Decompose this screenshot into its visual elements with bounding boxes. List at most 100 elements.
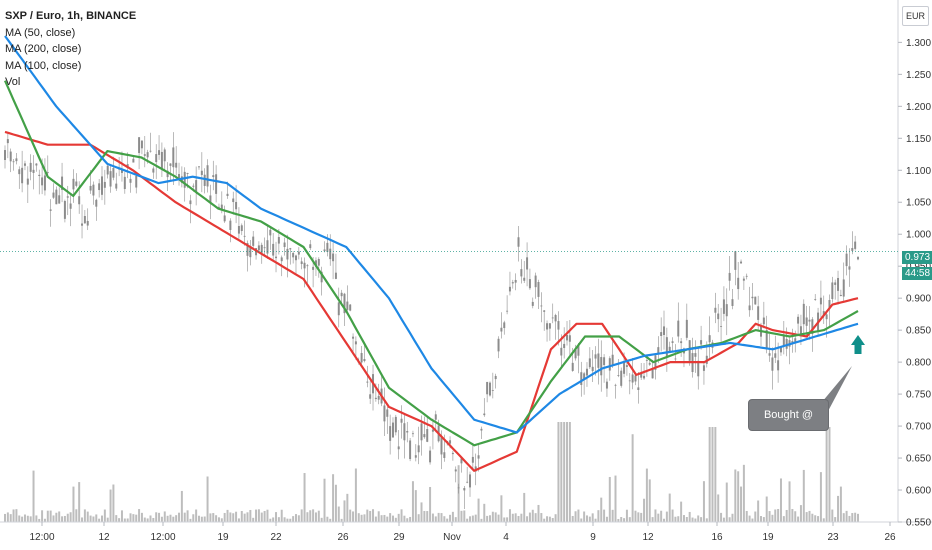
symbol-title[interactable]: SXP / Euro, 1h, BINANCE [5, 10, 137, 22]
volume-bar [423, 510, 426, 522]
candle-body [548, 323, 551, 329]
volume-bar [551, 518, 554, 522]
candle-body [283, 242, 286, 248]
candle-body [694, 353, 697, 357]
candle-body [745, 275, 748, 277]
candle-body [306, 265, 309, 267]
candle-body [389, 426, 392, 441]
candle-body [400, 418, 403, 423]
candle-body [246, 243, 249, 256]
volume-bar [634, 510, 637, 522]
volume-bar [603, 509, 606, 522]
volume-bar [263, 510, 266, 522]
candle-body [640, 373, 643, 378]
volume-bar [41, 510, 44, 522]
volume-bar [831, 509, 834, 522]
volume-bar [663, 518, 666, 522]
volume-bar [451, 511, 454, 522]
candle-body [714, 307, 717, 313]
volume-bar [363, 514, 366, 522]
indicator-volume[interactable]: Vol [5, 76, 21, 88]
currency-button[interactable]: EUR [902, 6, 929, 26]
y-tick-label: 1.200 [906, 102, 931, 113]
candle-body [654, 355, 657, 370]
candle-body [320, 271, 323, 283]
indicator-ma200[interactable]: MA (200, close) [5, 43, 82, 55]
volume-bar [600, 497, 603, 522]
candle-body [249, 245, 252, 258]
volume-bar [566, 422, 569, 522]
candle-body [143, 154, 146, 156]
candle-body [95, 199, 98, 207]
volume-bar [731, 513, 734, 522]
candle-body [332, 253, 335, 262]
candle-body [163, 149, 166, 162]
volume-bar [768, 511, 771, 522]
candle-body [300, 261, 303, 265]
volume-bar [443, 516, 446, 522]
volume-bar [577, 509, 580, 522]
candle-body [463, 488, 466, 491]
volume-bar [95, 514, 98, 522]
volume-bar [292, 516, 295, 522]
candle-body [491, 390, 494, 391]
bought-callout[interactable]: Bought @ $0.96 [748, 399, 829, 451]
volume-bar [828, 427, 831, 522]
candle-body [172, 147, 175, 168]
x-tick-label: 12:00 [150, 532, 175, 543]
indicator-ma50[interactable]: MA (50, close) [5, 26, 76, 39]
volume-bar [374, 516, 377, 522]
candle-body [831, 282, 834, 300]
candle-body [497, 338, 500, 352]
volume-bar [446, 518, 449, 522]
volume-bar [155, 512, 158, 522]
candle-body [768, 353, 771, 356]
volume-bar [834, 517, 837, 522]
candle-body [263, 247, 266, 249]
candle-body [717, 313, 720, 320]
candle-body [75, 181, 78, 186]
candle-body [523, 277, 526, 281]
volume-bar [506, 517, 509, 522]
volume-bar [754, 511, 757, 522]
candle-body [511, 282, 514, 284]
candle-body [605, 381, 608, 389]
candle-body [41, 177, 44, 186]
volume-bar [608, 476, 611, 522]
candle-body [740, 261, 743, 264]
candle-body [89, 185, 92, 191]
candle-body [506, 310, 509, 312]
indicator-ma100[interactable]: MA (100, close) [5, 59, 82, 72]
candle-body [574, 349, 577, 359]
volume-bar [4, 513, 6, 522]
candle-body [566, 334, 569, 341]
candle-body [580, 372, 583, 385]
candle-body [66, 196, 69, 198]
volume-bar [777, 509, 780, 522]
candle-body [785, 338, 788, 349]
volume-bar [235, 511, 238, 522]
volume-bar [352, 511, 355, 522]
volume-bar [200, 516, 203, 522]
candle-body [488, 382, 491, 396]
candle-body [651, 368, 654, 379]
candle-body [591, 366, 594, 372]
volume-bar [637, 512, 640, 522]
candle-body [200, 170, 203, 175]
volume-bar [386, 516, 389, 522]
candle-body [508, 286, 511, 292]
candle-body [583, 373, 586, 379]
candle-body [722, 299, 725, 314]
volume-bar [680, 501, 683, 522]
volume-bar [149, 515, 152, 522]
candle-body [260, 244, 263, 253]
volume-bar [78, 482, 81, 522]
volume-bar [409, 516, 412, 522]
volume-bar [631, 434, 634, 522]
candle-body [851, 247, 854, 251]
candle-body [366, 381, 369, 383]
candle-body [43, 175, 46, 191]
volume-bar [397, 513, 400, 522]
